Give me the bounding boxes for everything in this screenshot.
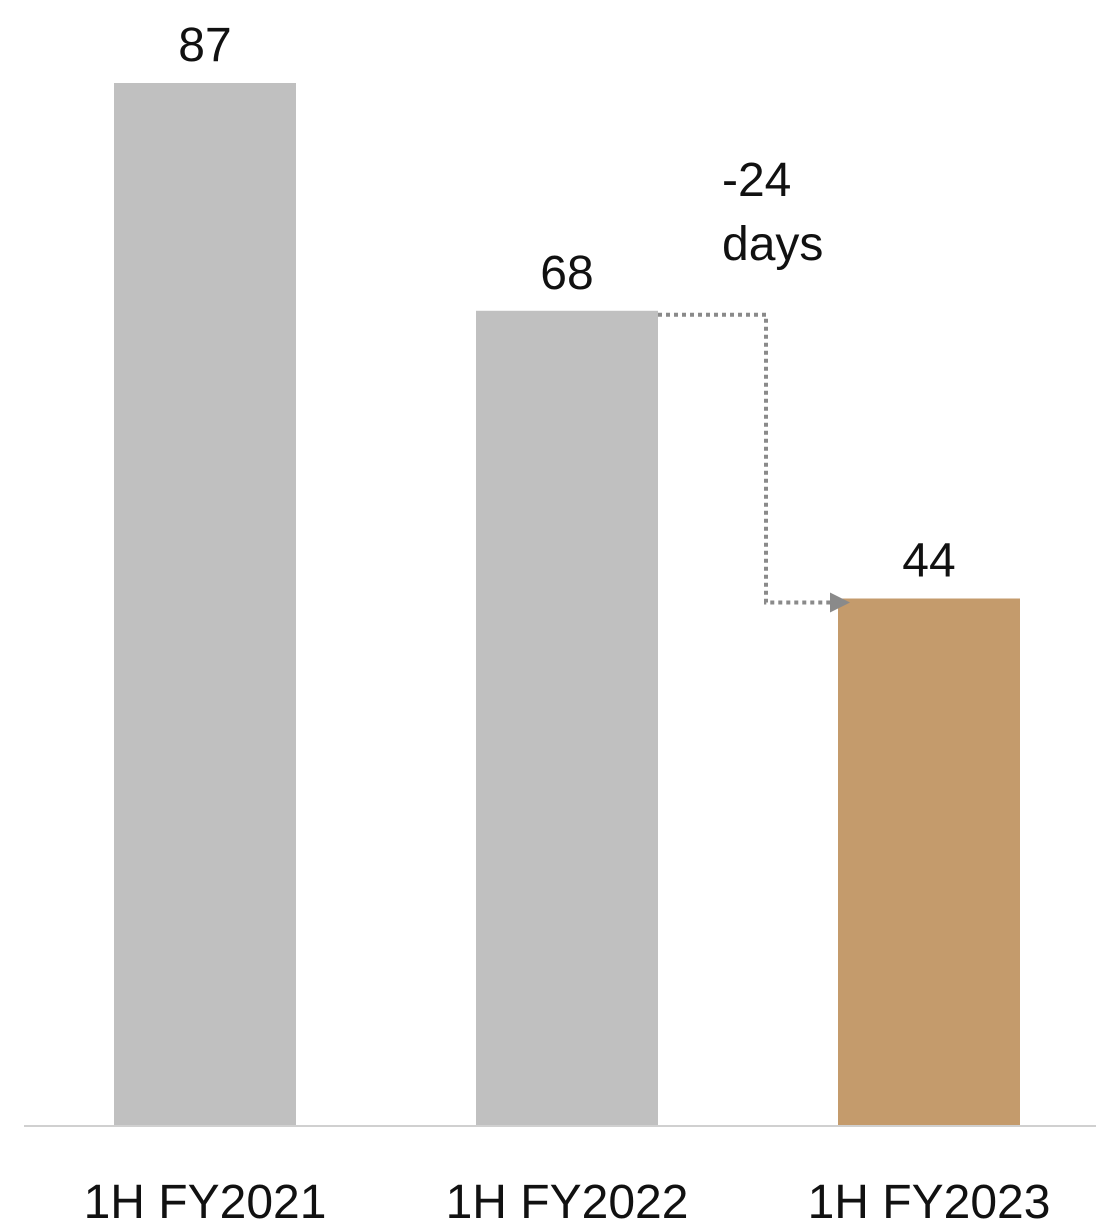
x-tick-label: 1H FY2023 [808,1176,1051,1229]
data-label: 68 [540,247,593,300]
annotation-line1: -24 [722,154,791,207]
labels-layer: 87 1H FY2021 68 1H FY2022 44 1H FY2023 [84,19,1051,1229]
change-annotation: -24 days [658,154,850,613]
x-tick-label: 1H FY2022 [446,1176,689,1229]
data-label: 44 [902,535,955,588]
annotation-line2: days [722,218,823,271]
data-label: 87 [178,19,231,72]
x-tick-label: 1H FY2021 [84,1176,327,1229]
bar [114,83,296,1126]
bar [476,310,658,1126]
change-arrow [658,312,850,613]
bar [838,598,1020,1126]
bars-layer [114,83,1020,1126]
